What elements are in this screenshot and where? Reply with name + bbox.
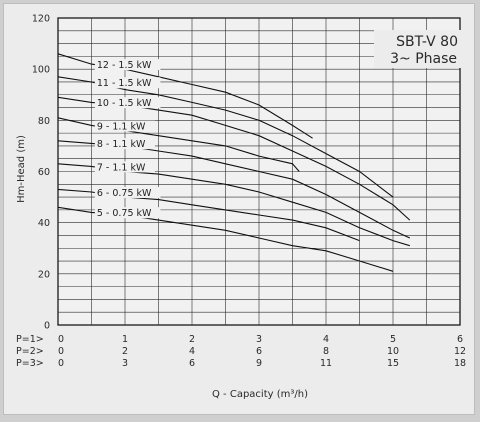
x-scale-label: P=1> <box>16 334 44 345</box>
y-tick-label: 80 <box>38 116 50 127</box>
x-scale-label: P=3> <box>16 358 44 369</box>
x-tick-label: 4 <box>189 346 195 357</box>
curve-label: 6 - 0.75 kW <box>97 188 152 199</box>
x-tick-label: 18 <box>454 358 466 369</box>
x-scale-label: P=2> <box>16 346 44 357</box>
curve-label: 7 - 1.1 kW <box>97 162 146 173</box>
curve-label: 10 - 1.5 kW <box>97 98 152 109</box>
x-tick-label: 3 <box>122 358 128 369</box>
x-tick-label: 8 <box>323 346 329 357</box>
curve-label: 11 - 1.5 kW <box>97 78 152 89</box>
x-tick-label: 1 <box>122 334 128 345</box>
x-tick-label: 2 <box>122 346 128 357</box>
title-box: SBT-V 80 3~ Phase <box>374 30 462 68</box>
curve-label-background <box>94 59 161 71</box>
x-tick-label: 6 <box>189 358 195 369</box>
curve-labels: 12 - 1.5 kW 11 - 1.5 kW 10 - 1.5 kW 9 - 1.1… <box>94 59 161 219</box>
x-tick-label: 2 <box>189 334 195 345</box>
curve-label-background <box>94 161 155 173</box>
x-tick-label: 11 <box>320 358 332 369</box>
curve-label: 9 - 1.1 kW <box>97 121 146 132</box>
x-tick-label: 0 <box>58 358 64 369</box>
y-tick-labels: 0 20 40 60 80 100 120 <box>32 14 50 332</box>
x-tick-label: 10 <box>387 346 399 357</box>
x-tick-label: 12 <box>454 346 466 357</box>
x-tick-label: 3 <box>256 334 262 345</box>
chart-title: SBT-V 80 <box>396 34 458 50</box>
y-tick-label: 60 <box>38 167 50 178</box>
curve-label-background <box>94 186 161 198</box>
x-tick-label: 6 <box>256 346 262 357</box>
x-tick-label: 15 <box>387 358 399 369</box>
x-axis-label: Q - Capacity (m³/h) <box>212 389 308 400</box>
x-tick-label: 9 <box>256 358 262 369</box>
curve-label-background <box>94 77 161 89</box>
chart-frame: 0 20 40 60 80 100 120 P=1> 0 1 2 3 4 5 6 P=2> 0 2 4 6 8 10 12… <box>3 3 475 415</box>
y-axis-label: Hm-Head (m) <box>16 135 27 203</box>
y-tick-label: 120 <box>32 14 50 25</box>
x-tick-label: 4 <box>323 334 329 345</box>
y-tick-label: 20 <box>38 269 50 280</box>
chart-subtitle: 3~ Phase <box>390 51 457 67</box>
title-box-background <box>374 30 462 68</box>
curve-label-background <box>94 207 161 219</box>
y-tick-label: 0 <box>44 321 50 332</box>
x-tick-label: 0 <box>58 334 64 345</box>
curve-label: 8 - 1.1 kW <box>97 139 146 150</box>
curve-label: 12 - 1.5 kW <box>97 60 152 71</box>
x-tick-label: 0 <box>58 346 64 357</box>
curve-label-background <box>94 138 155 150</box>
curve-label: 5 - 0.75 kW <box>97 208 152 219</box>
x-tick-label: 6 <box>457 334 463 345</box>
curve-label-background <box>94 120 155 132</box>
curve-label-background <box>94 97 161 109</box>
x-scales: P=1> 0 1 2 3 4 5 6P=2> 0 2 4 6 8 10 12P=3> 0 3 6 9 11 15 18 <box>16 334 466 369</box>
y-tick-label: 100 <box>32 65 50 76</box>
y-tick-label: 40 <box>38 218 50 229</box>
x-tick-label: 5 <box>390 334 396 345</box>
